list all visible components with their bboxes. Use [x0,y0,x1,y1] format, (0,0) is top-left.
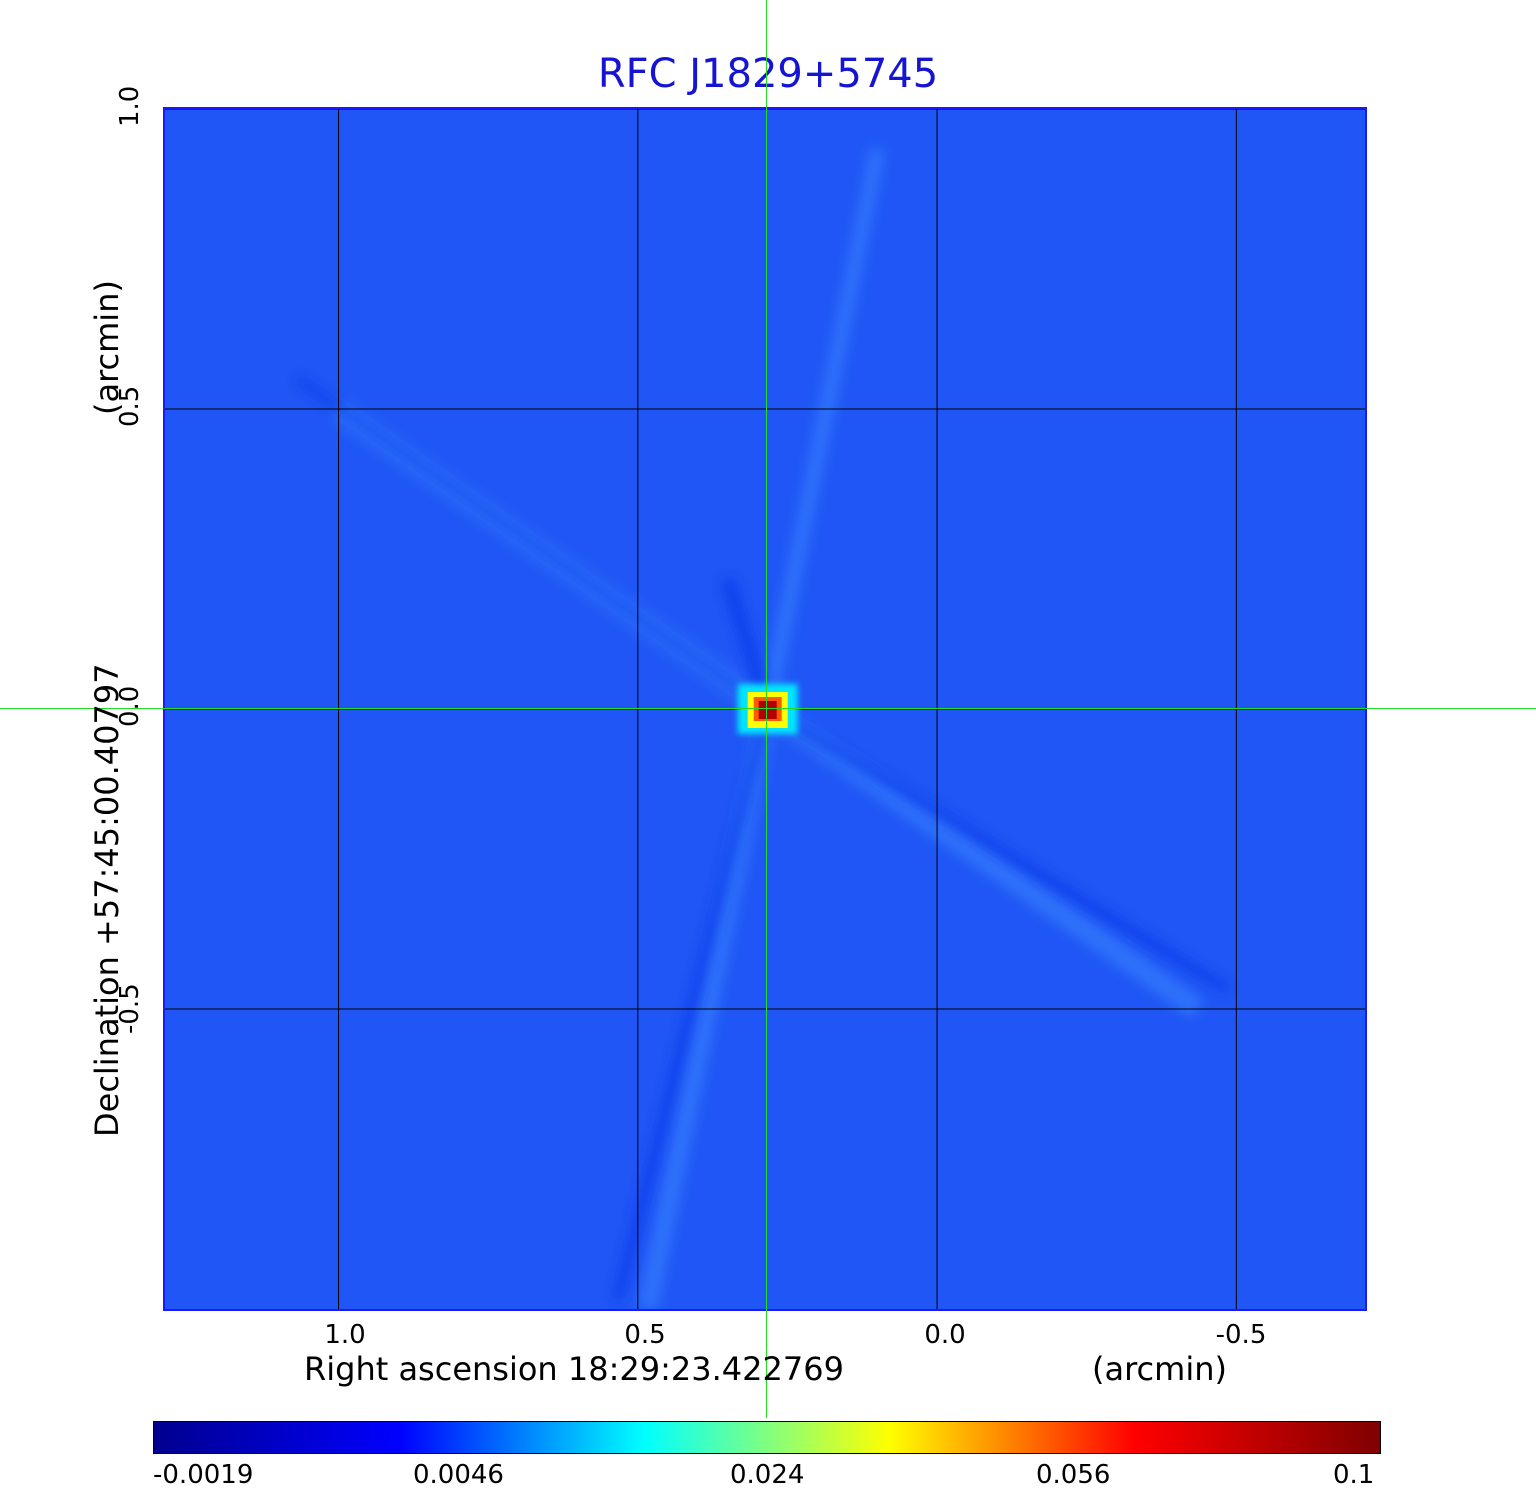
y-axis-label: Declination +57:45:00.40797 [88,663,126,1137]
colorbar-tick-label: 0.056 [1036,1460,1111,1490]
colorbar-tick-label: 0.0046 [413,1460,504,1490]
colorbar-tick-label: -0.0019 [153,1460,254,1490]
y-axis-unit: (arcmin) [88,280,126,415]
image-plot-area[interactable] [163,107,1367,1311]
colorbar-tick-label: 0.024 [730,1460,805,1490]
x-tick-label: -0.5 [1215,1320,1267,1350]
radio-source [737,684,798,734]
sidelobe-ray [759,147,886,711]
x-axis-unit: (arcmin) [1092,1350,1227,1388]
sidelobe-ray [612,707,773,1301]
x-tick-label: 0.0 [924,1320,966,1350]
y-tick-label: 1.0 [115,85,145,127]
colorbar [153,1421,1381,1454]
x-tick-label: 1.0 [324,1320,366,1350]
x-axis-label: Right ascension 18:29:23.422769 [304,1350,844,1388]
x-tick-label: 0.5 [624,1320,666,1350]
colorbar-tick-label: 0.1 [1333,1460,1375,1490]
crosshair-horizontal [0,708,1536,709]
sidelobe-ray [295,375,770,713]
chart-title: RFC J1829+5745 [597,51,939,97]
heatmap-image [165,109,1365,1309]
sidelobe-ray [765,704,1231,994]
sidelobe-ray [761,699,1204,1019]
source-peak [758,701,777,719]
crosshair-vertical [766,0,767,1418]
